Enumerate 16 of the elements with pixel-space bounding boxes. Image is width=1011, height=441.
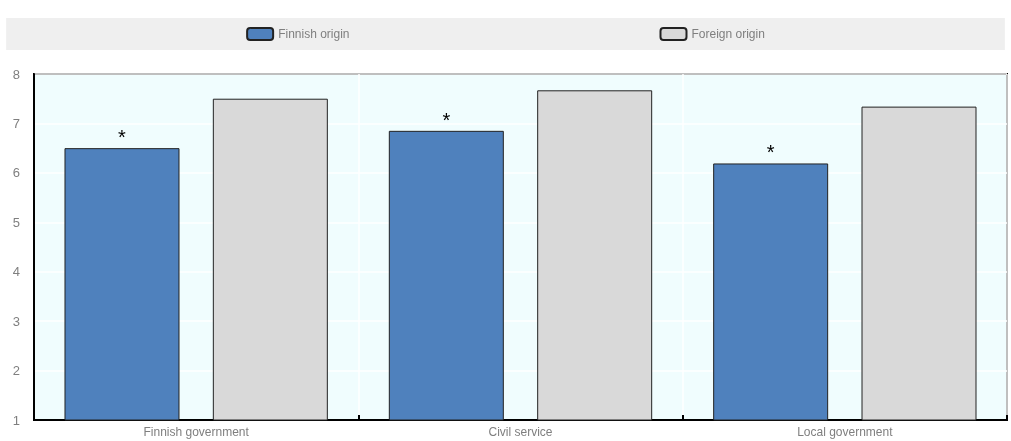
x-tick-label: Local government — [797, 425, 894, 439]
y-tick-label: 5 — [12, 214, 20, 230]
annotation: * — [442, 108, 451, 131]
y-tick-label: 6 — [12, 165, 20, 181]
legend-label: Finnish origin — [278, 27, 350, 41]
y-tick-label: 7 — [12, 115, 20, 131]
y-tick-label: 8 — [12, 66, 20, 82]
y-tick-label: 4 — [12, 264, 20, 280]
y-tick-label: 3 — [12, 313, 20, 329]
y-tick-label: 1 — [12, 412, 20, 428]
x-tick-label: Civil service — [488, 425, 553, 439]
legend-label: Foreign origin — [691, 27, 765, 41]
annotation: * — [118, 126, 127, 149]
annotation: * — [766, 141, 775, 164]
x-tick-label: Finnish government — [143, 425, 250, 439]
y-tick-label: 2 — [12, 363, 20, 379]
